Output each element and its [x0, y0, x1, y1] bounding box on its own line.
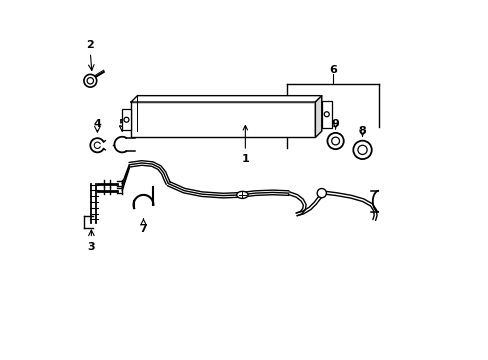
Bar: [122, 109, 131, 130]
Circle shape: [357, 145, 366, 154]
Text: 7: 7: [139, 224, 147, 234]
Circle shape: [87, 77, 93, 84]
Circle shape: [324, 112, 328, 117]
Circle shape: [317, 189, 325, 198]
Text: 1: 1: [241, 126, 249, 164]
Circle shape: [124, 117, 129, 122]
Text: 4: 4: [93, 120, 101, 129]
Bar: [321, 101, 331, 127]
Polygon shape: [131, 96, 321, 102]
Text: 9: 9: [331, 119, 339, 129]
Circle shape: [327, 133, 343, 149]
Text: 3: 3: [87, 242, 95, 252]
Polygon shape: [315, 96, 321, 138]
Text: 5: 5: [118, 119, 126, 129]
Ellipse shape: [236, 192, 247, 198]
Text: 6: 6: [328, 65, 336, 75]
Circle shape: [331, 137, 339, 145]
Text: 8: 8: [358, 126, 366, 136]
Text: 2: 2: [86, 40, 94, 50]
Circle shape: [353, 141, 371, 159]
Circle shape: [84, 75, 97, 87]
Bar: [131, 102, 315, 138]
